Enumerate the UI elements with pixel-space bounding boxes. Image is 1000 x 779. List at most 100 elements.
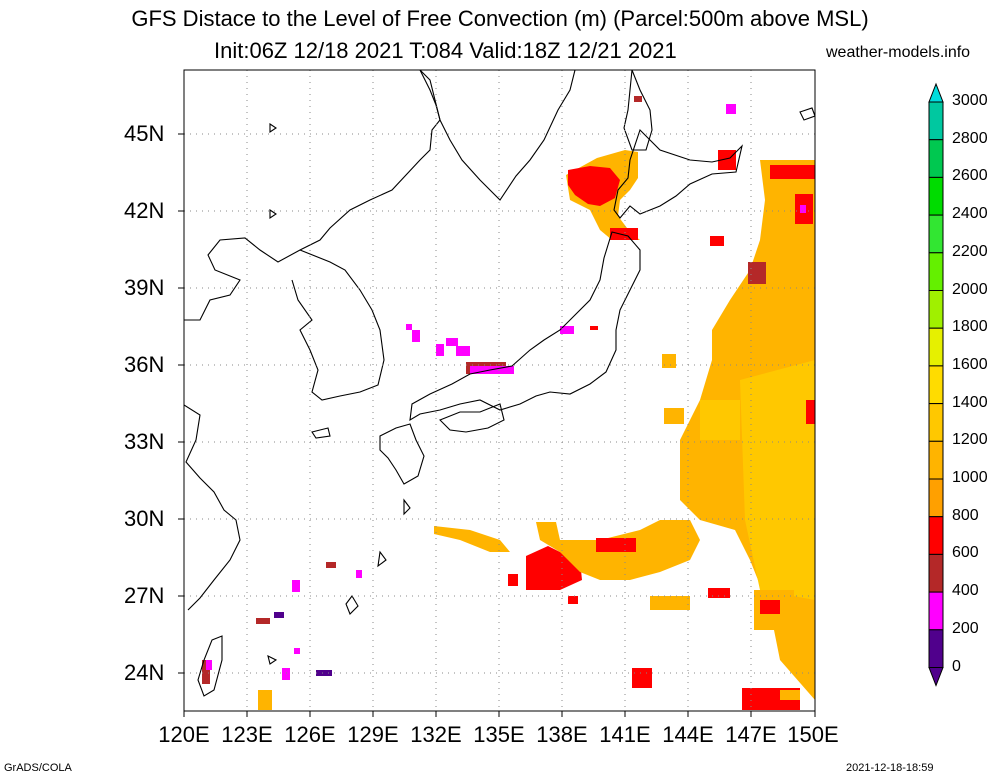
lon-label: 144E bbox=[662, 722, 714, 747]
lfc-cell bbox=[760, 600, 780, 614]
colorbar-label: 2400 bbox=[952, 205, 988, 223]
lfc-cell bbox=[806, 400, 815, 424]
lfc-cell bbox=[326, 562, 336, 568]
map-subtitle: Init:06Z 12/18 2021 T:084 Valid:18Z 12/2… bbox=[214, 38, 677, 63]
lfc-cell bbox=[456, 346, 470, 356]
lfc-cell bbox=[292, 580, 300, 592]
lon-label: 126E bbox=[284, 722, 336, 747]
lfc-cell bbox=[662, 354, 676, 368]
colorbar-swatch bbox=[928, 516, 944, 555]
lfc-cell bbox=[202, 660, 210, 684]
lon-label: 123E bbox=[221, 722, 273, 747]
lfc-cell bbox=[650, 596, 690, 610]
lfc-cell bbox=[316, 670, 332, 676]
colorbar-label: 600 bbox=[952, 544, 979, 562]
lfc-cell bbox=[664, 408, 684, 424]
lon-label: 132E bbox=[410, 722, 462, 747]
lfc-cell bbox=[282, 668, 290, 680]
colorbar bbox=[928, 82, 944, 687]
lfc-cell bbox=[406, 324, 412, 330]
lfc-cell bbox=[412, 330, 420, 342]
lfc-area-pacific-mid bbox=[740, 360, 815, 600]
lon-label: 147E bbox=[725, 722, 777, 747]
colorbar-swatch bbox=[928, 290, 944, 329]
lfc-cell bbox=[748, 262, 766, 284]
lfc-cell bbox=[634, 96, 642, 102]
coast-islands bbox=[345, 595, 359, 615]
coast-islands bbox=[377, 550, 387, 568]
lfc-cell bbox=[256, 618, 270, 624]
colorbar-label: 800 bbox=[952, 506, 979, 524]
site-credit: weather-models.info bbox=[826, 44, 971, 61]
colorbar-swatch bbox=[928, 176, 944, 216]
lfc-cell bbox=[508, 574, 518, 586]
coast-islands bbox=[269, 208, 277, 220]
colorbar-swatch bbox=[928, 553, 944, 593]
coast-honshu bbox=[409, 231, 641, 422]
coast-china-south bbox=[184, 404, 241, 611]
colorbar-label: 2800 bbox=[952, 129, 988, 147]
field-layer bbox=[202, 96, 815, 710]
coast-korea bbox=[291, 249, 385, 401]
lfc-cell bbox=[708, 588, 730, 598]
colorbar-label: 3000 bbox=[952, 92, 988, 109]
lfc-cell bbox=[800, 205, 806, 213]
lfc-cell bbox=[726, 104, 736, 114]
lfc-core-hokkaido bbox=[568, 166, 620, 206]
lfc-cell bbox=[294, 648, 300, 654]
axis-ticks bbox=[178, 133, 816, 717]
lfc-cell bbox=[710, 236, 724, 246]
colorbar-swatch bbox=[928, 327, 944, 367]
lon-label: 135E bbox=[473, 722, 525, 747]
coast-shikoku bbox=[439, 403, 505, 433]
colorbar-swatch bbox=[928, 252, 944, 292]
lat-label: 24N bbox=[124, 660, 165, 685]
colorbar-swatch bbox=[928, 629, 944, 668]
coast-hokkaido bbox=[613, 128, 743, 219]
colorbar-label: 1600 bbox=[952, 355, 988, 373]
coastline-layer bbox=[184, 70, 815, 697]
coast-islands bbox=[267, 654, 278, 665]
lfc-cell bbox=[206, 660, 212, 670]
lfc-cell bbox=[700, 400, 740, 440]
lat-label: 36N bbox=[124, 352, 165, 377]
lon-label: 138E bbox=[536, 722, 588, 747]
graticule bbox=[184, 70, 815, 711]
lfc-cell bbox=[436, 344, 444, 356]
coast-islands bbox=[311, 427, 331, 439]
lfc-cell bbox=[610, 228, 638, 240]
lfc-cell bbox=[718, 150, 736, 170]
colorbar-label: 2200 bbox=[952, 242, 988, 260]
colorbar-swatch bbox=[928, 440, 944, 480]
colorbar-label: 200 bbox=[952, 619, 979, 637]
colorbar-swatch bbox=[928, 101, 944, 141]
colorbar-label: 1400 bbox=[952, 393, 988, 411]
colorbar-label: 400 bbox=[952, 582, 979, 600]
lfc-cell bbox=[560, 326, 574, 334]
lat-label: 33N bbox=[124, 429, 165, 454]
lfc-cell bbox=[274, 612, 284, 618]
colorbar-swatch bbox=[928, 139, 944, 178]
coast-mainland bbox=[184, 70, 441, 321]
lfc-cell bbox=[356, 570, 362, 578]
lfc-cell bbox=[568, 596, 578, 604]
coast-taiwan bbox=[197, 635, 223, 697]
colorbar-label: 2000 bbox=[952, 280, 988, 298]
lfc-cell bbox=[590, 326, 598, 330]
colorbar-swatch bbox=[928, 214, 944, 254]
colorbar-bottom-arrow bbox=[928, 667, 944, 687]
footer-timestamp: 2021-12-18-18:59 bbox=[846, 762, 934, 774]
lat-label: 30N bbox=[124, 506, 165, 531]
coast-islands bbox=[799, 107, 815, 121]
lon-label: 129E bbox=[347, 722, 399, 747]
lon-label: 120E bbox=[158, 722, 210, 747]
lat-label: 27N bbox=[124, 583, 165, 608]
lat-label: 45N bbox=[124, 121, 165, 146]
coast-russia-east bbox=[419, 70, 576, 201]
lon-label: 150E bbox=[787, 722, 839, 747]
colorbar-swatch bbox=[928, 478, 944, 518]
colorbar-label: 1000 bbox=[952, 469, 988, 486]
lat-label: 39N bbox=[124, 275, 165, 300]
lfc-cell bbox=[632, 668, 652, 688]
colorbar-top-arrow bbox=[928, 82, 944, 103]
